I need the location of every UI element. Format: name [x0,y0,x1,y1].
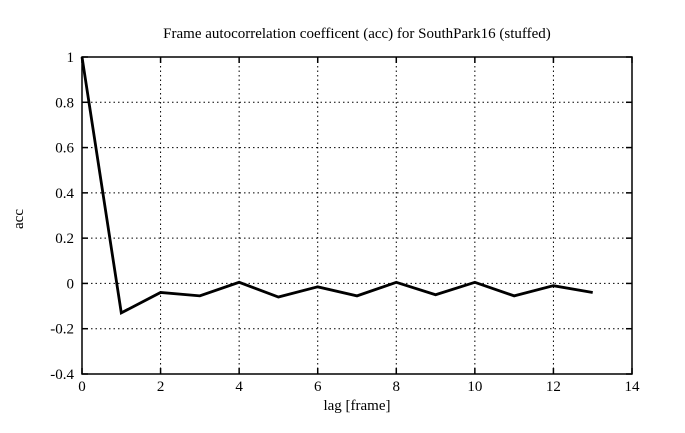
y-tick-label: -0.2 [50,322,74,338]
y-tick-label: 0.6 [55,141,74,157]
x-tick-label: 2 [157,379,165,395]
x-axis-label: lag [frame] [323,398,391,414]
chart-title: Frame autocorrelation coefficent (acc) f… [163,26,551,42]
x-tick-label: 10 [467,379,482,395]
y-tick-label: -0.4 [50,367,74,383]
y-tick-label: 0.4 [55,186,74,202]
y-tick-label: 1 [67,50,75,66]
x-tick-label: 0 [78,379,86,395]
y-tick-label: 0.8 [55,95,74,111]
plot-border [81,56,633,375]
y-tick-label: 0 [67,276,75,292]
y-tick-label: 0.2 [55,231,74,247]
x-tick-label: 8 [393,379,401,395]
data-line-acc [80,56,593,316]
x-tick-label: 4 [235,379,243,395]
x-tick-label: 12 [546,379,561,395]
x-tick-label: 6 [314,379,322,395]
x-tick-label: 14 [625,379,641,395]
